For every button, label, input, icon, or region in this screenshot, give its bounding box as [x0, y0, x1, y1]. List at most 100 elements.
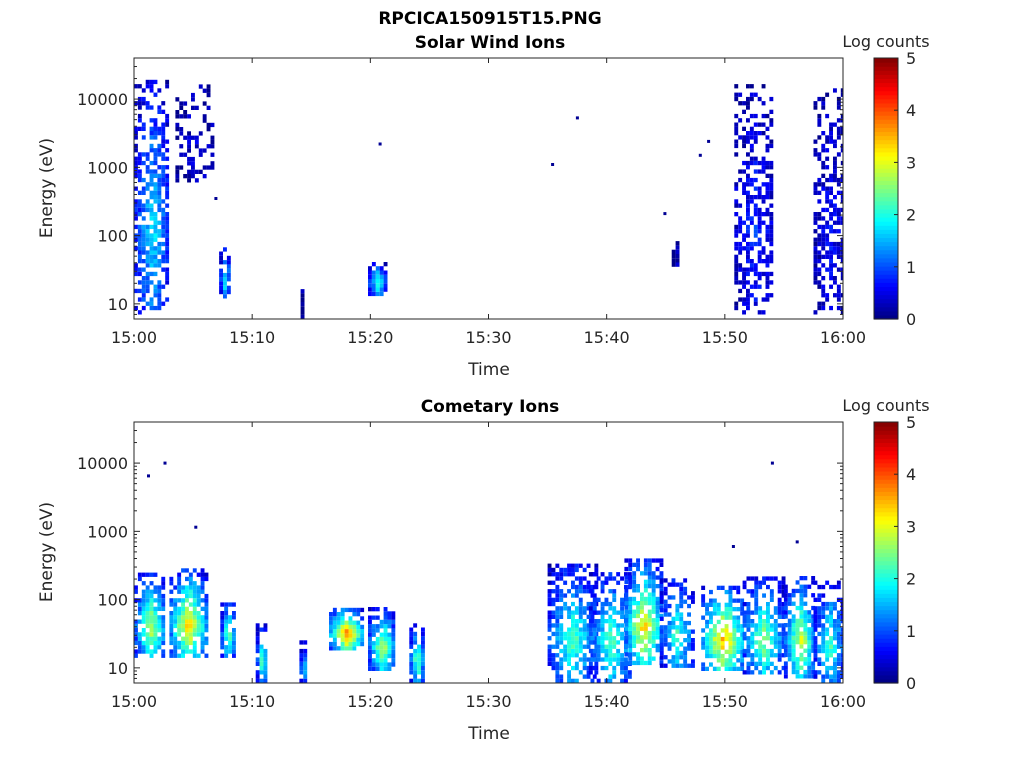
heatmap-cell	[799, 665, 804, 670]
heatmap-cell	[765, 280, 770, 285]
heatmap-cell	[157, 645, 162, 650]
heatmap-cell	[571, 631, 575, 637]
heatmap-cell	[161, 212, 166, 217]
heatmap-cell	[200, 645, 205, 650]
heatmap-cell	[181, 611, 185, 616]
heatmap-cell	[712, 628, 717, 633]
heatmap-cell	[807, 661, 812, 666]
heatmap-cell	[734, 126, 739, 131]
y-tick-label: 10000	[77, 454, 128, 473]
colorbar-segment	[874, 115, 898, 120]
heatmap-cell	[191, 92, 195, 98]
heatmap-cell	[663, 642, 668, 647]
heatmap-cell	[833, 619, 837, 624]
heatmap-cell	[683, 629, 688, 634]
heatmap-cell	[732, 645, 737, 650]
heatmap-cell	[165, 79, 170, 85]
heatmap-cell	[829, 122, 833, 127]
heatmap-cell	[165, 84, 170, 89]
heatmap-cell	[181, 636, 185, 641]
heatmap-cell	[145, 593, 150, 599]
heatmap-cell	[817, 135, 822, 140]
heatmap-cell	[651, 571, 656, 576]
heatmap-cell	[624, 601, 629, 606]
colorbar-segment	[874, 629, 898, 635]
heatmap-cell	[303, 648, 308, 654]
heatmap-cell	[825, 207, 830, 213]
heatmap-cell	[732, 585, 737, 590]
heatmap-cell	[817, 614, 822, 619]
colorbar-segment	[874, 532, 898, 537]
colorbar-tick-label: 0	[906, 310, 916, 329]
heatmap-cell	[417, 661, 421, 666]
x-tick-label: 15:10	[229, 328, 275, 347]
heatmap-cell	[746, 670, 751, 675]
heatmap-cell	[632, 652, 637, 657]
heatmap-cell	[555, 661, 560, 666]
heatmap-cell	[592, 597, 597, 602]
heatmap-cell	[379, 636, 384, 642]
heatmap-cell	[829, 648, 833, 654]
heatmap-cell	[145, 640, 150, 646]
heatmap-cell	[161, 250, 166, 255]
heatmap-cell	[582, 631, 587, 637]
heatmap-cell	[829, 644, 833, 649]
heatmap-cell	[169, 619, 174, 624]
heatmap-cell	[185, 649, 189, 654]
heatmap-cell	[332, 633, 337, 638]
heatmap-cell	[821, 186, 826, 191]
heatmap-cell	[761, 310, 766, 315]
heatmap-cell	[651, 609, 656, 614]
heatmap-cell	[299, 661, 304, 666]
heatmap-cell	[640, 656, 644, 661]
heatmap-cell	[746, 229, 750, 234]
heatmap-cell	[177, 632, 182, 637]
heatmap-cell	[624, 613, 629, 619]
heatmap-cell	[829, 263, 833, 268]
heatmap-cell	[259, 648, 264, 654]
heatmap-cell	[141, 606, 146, 611]
heatmap-cell	[769, 186, 774, 191]
heatmap-cell	[836, 631, 841, 637]
colorbar-segment	[874, 552, 898, 558]
heatmap-cell	[145, 203, 150, 208]
heatmap-cell	[179, 105, 184, 110]
heatmap-cell	[829, 250, 833, 255]
heatmap-cell	[821, 288, 826, 294]
heatmap-cell	[368, 649, 372, 654]
heatmap-cell	[734, 271, 739, 277]
heatmap-cell	[769, 589, 774, 594]
heatmap-cell	[651, 558, 656, 563]
heatmap-cell	[223, 285, 227, 290]
heatmap-cell	[709, 645, 713, 650]
heatmap-cell	[769, 259, 774, 264]
heatmap-cell	[675, 638, 680, 643]
heatmap-cell	[712, 649, 717, 654]
heatmap-cell	[198, 169, 203, 174]
heatmap-cell	[736, 641, 741, 646]
heatmap-cell	[175, 178, 180, 183]
heatmap-cell	[620, 597, 624, 602]
heatmap-cell	[750, 636, 755, 641]
heatmap-cell	[712, 611, 717, 616]
heatmap-cell	[749, 126, 754, 131]
heatmap-cell	[742, 126, 746, 131]
heatmap-cell	[628, 622, 633, 627]
heatmap-cell	[563, 567, 568, 573]
heatmap-cell	[821, 143, 826, 149]
heatmap-cell	[738, 135, 743, 140]
heatmap-cell	[651, 626, 656, 631]
heatmap-cell	[559, 674, 564, 679]
heatmap-cell	[588, 670, 593, 675]
heatmap-cell	[134, 623, 138, 629]
heatmap-cell	[204, 611, 209, 616]
heatmap-cell	[761, 122, 766, 127]
heatmap-cell	[795, 657, 800, 662]
heatmap-cell	[145, 229, 150, 234]
heatmap-cell	[624, 588, 629, 593]
heatmap-cell	[647, 584, 652, 589]
heatmap-cell	[709, 602, 713, 607]
heatmap-cell	[169, 636, 174, 641]
heatmap-cell	[821, 160, 826, 166]
heatmap-cell	[586, 627, 591, 632]
